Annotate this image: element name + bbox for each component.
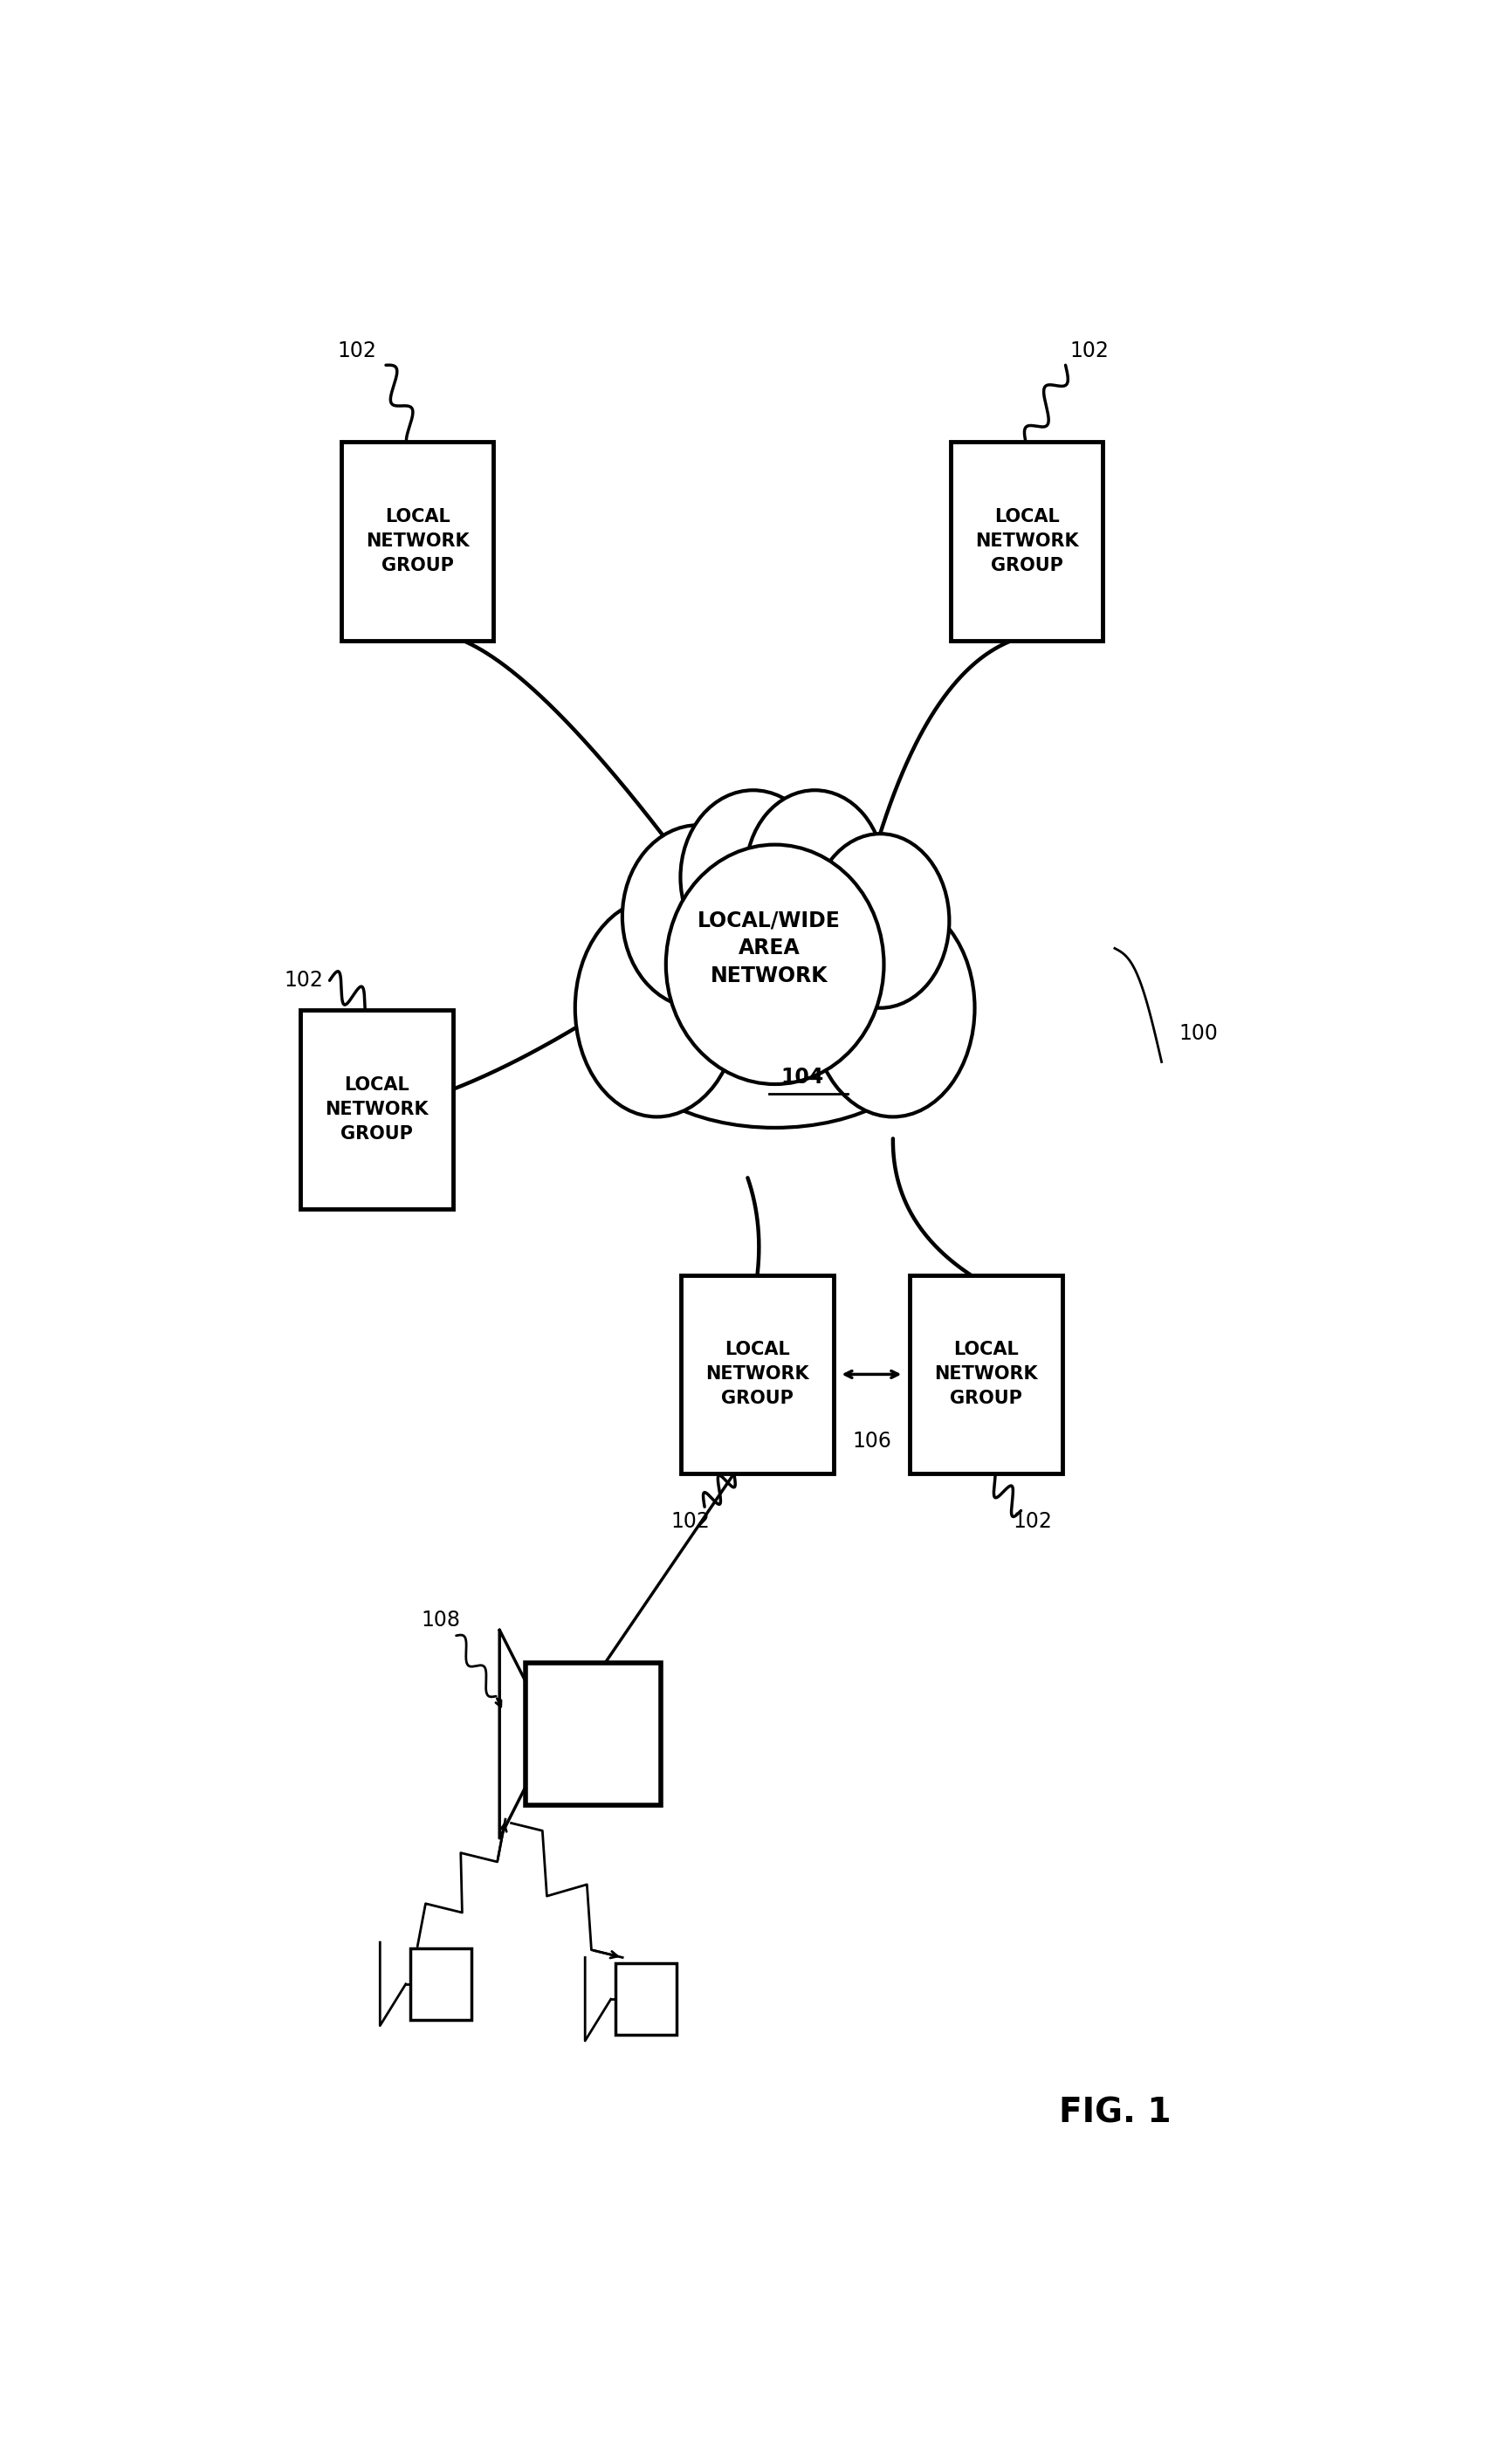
Text: 102: 102 [671,1510,711,1532]
Ellipse shape [620,954,930,1129]
Text: 106: 106 [851,1431,891,1453]
Text: 102: 102 [337,339,376,361]
Bar [680,1274,833,1473]
Text: LOCAL
NETWORK
GROUP: LOCAL NETWORK GROUP [706,1340,809,1407]
Ellipse shape [812,834,950,1008]
Ellipse shape [665,843,885,1084]
Bar [951,443,1102,642]
Ellipse shape [575,900,738,1116]
Bar [301,1011,452,1210]
Ellipse shape [812,900,975,1116]
Ellipse shape [745,789,885,957]
Ellipse shape [680,789,826,964]
Bar [615,1962,676,2036]
Bar [410,1948,472,2019]
Text: 102: 102 [1069,339,1108,361]
Text: LOCAL
NETWORK
GROUP: LOCAL NETWORK GROUP [975,509,1078,575]
Text: 108: 108 [422,1611,461,1630]
Text: LOCAL
NETWORK
GROUP: LOCAL NETWORK GROUP [325,1077,428,1143]
Text: 102: 102 [284,969,324,991]
Text: LOCAL/WIDE
AREA
NETWORK: LOCAL/WIDE AREA NETWORK [697,910,841,986]
Text: 104: 104 [780,1067,824,1087]
Ellipse shape [623,826,774,1008]
Bar [910,1274,1061,1473]
Text: FIG. 1: FIG. 1 [1058,2095,1170,2129]
Bar [526,1662,661,1805]
Bar [342,443,493,642]
Text: 100: 100 [1179,1023,1219,1045]
Text: LOCAL
NETWORK
GROUP: LOCAL NETWORK GROUP [934,1340,1037,1407]
Text: LOCAL
NETWORK
GROUP: LOCAL NETWORK GROUP [366,509,469,575]
Text: 102: 102 [1013,1510,1052,1532]
